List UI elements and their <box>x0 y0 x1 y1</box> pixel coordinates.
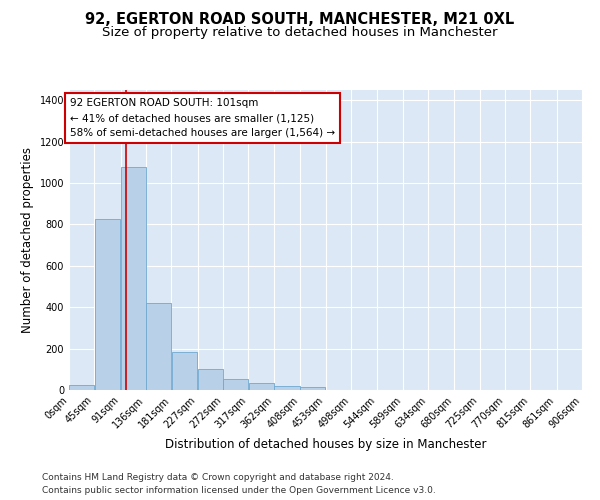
Bar <box>172 352 197 390</box>
Bar <box>223 378 248 390</box>
Text: 92 EGERTON ROAD SOUTH: 101sqm
← 41% of detached houses are smaller (1,125)
58% o: 92 EGERTON ROAD SOUTH: 101sqm ← 41% of d… <box>70 98 335 138</box>
Text: 92, EGERTON ROAD SOUTH, MANCHESTER, M21 0XL: 92, EGERTON ROAD SOUTH, MANCHESTER, M21 … <box>85 12 515 28</box>
Bar <box>95 220 121 390</box>
Bar <box>274 386 300 390</box>
Bar <box>121 166 146 390</box>
Bar <box>197 369 223 390</box>
X-axis label: Distribution of detached houses by size in Manchester: Distribution of detached houses by size … <box>165 438 486 451</box>
Y-axis label: Number of detached properties: Number of detached properties <box>21 147 34 333</box>
Text: Contains HM Land Registry data © Crown copyright and database right 2024.: Contains HM Land Registry data © Crown c… <box>42 472 394 482</box>
Bar <box>69 385 94 390</box>
Bar <box>300 387 325 390</box>
Bar <box>248 383 274 390</box>
Bar <box>146 303 172 390</box>
Text: Size of property relative to detached houses in Manchester: Size of property relative to detached ho… <box>102 26 498 39</box>
Text: Contains public sector information licensed under the Open Government Licence v3: Contains public sector information licen… <box>42 486 436 495</box>
